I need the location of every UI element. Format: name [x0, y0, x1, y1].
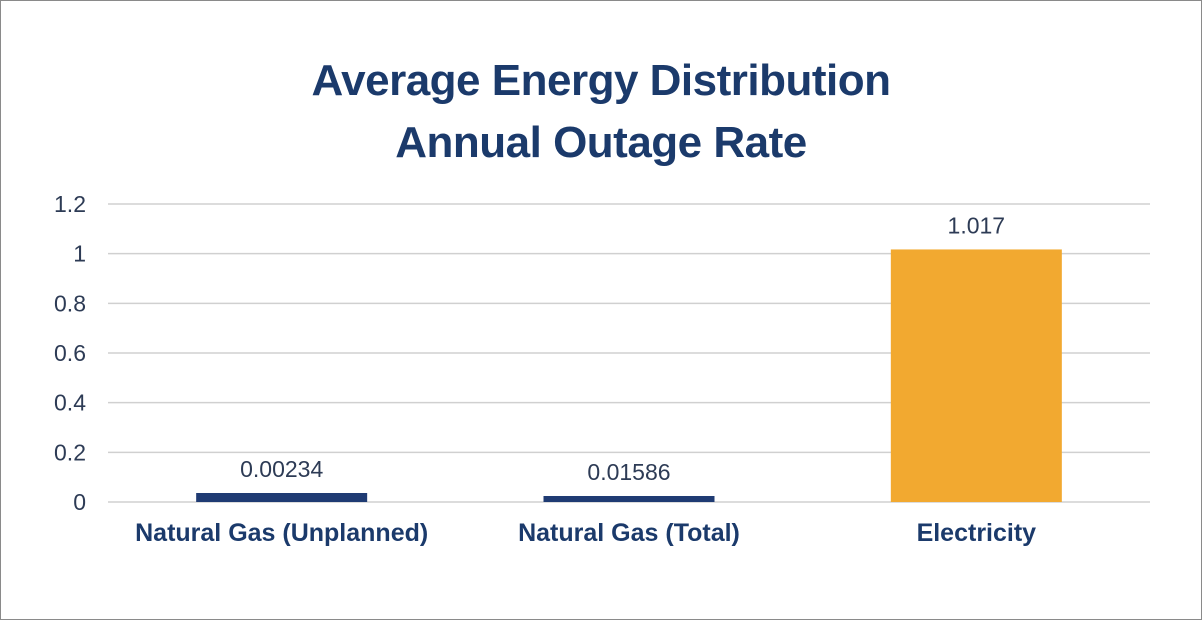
- chart-title-line-1: Average Energy Distribution: [311, 56, 892, 105]
- chart-title-line-2: Annual Outage Rate: [395, 118, 807, 167]
- y-tick-label: 0.6: [54, 340, 86, 366]
- y-tick-label: 0: [73, 489, 86, 515]
- x-category-label: Natural Gas (Total): [518, 519, 740, 547]
- y-tick-label: 0.4: [54, 390, 86, 416]
- bar: [543, 496, 715, 502]
- bar: [196, 493, 368, 502]
- data-label: 0.00234: [240, 456, 323, 482]
- x-category-label: Natural Gas (Unplanned): [135, 519, 428, 547]
- y-tick-label: 1.2: [54, 191, 86, 217]
- x-category-label: Electricity: [917, 519, 1037, 547]
- y-tick-label: 1: [73, 241, 86, 267]
- y-tick-label: 0.2: [54, 439, 86, 465]
- bar: [890, 249, 1062, 502]
- data-label: 1.017: [948, 212, 1006, 238]
- data-label: 0.01586: [587, 459, 670, 485]
- y-tick-label: 0.8: [54, 290, 86, 316]
